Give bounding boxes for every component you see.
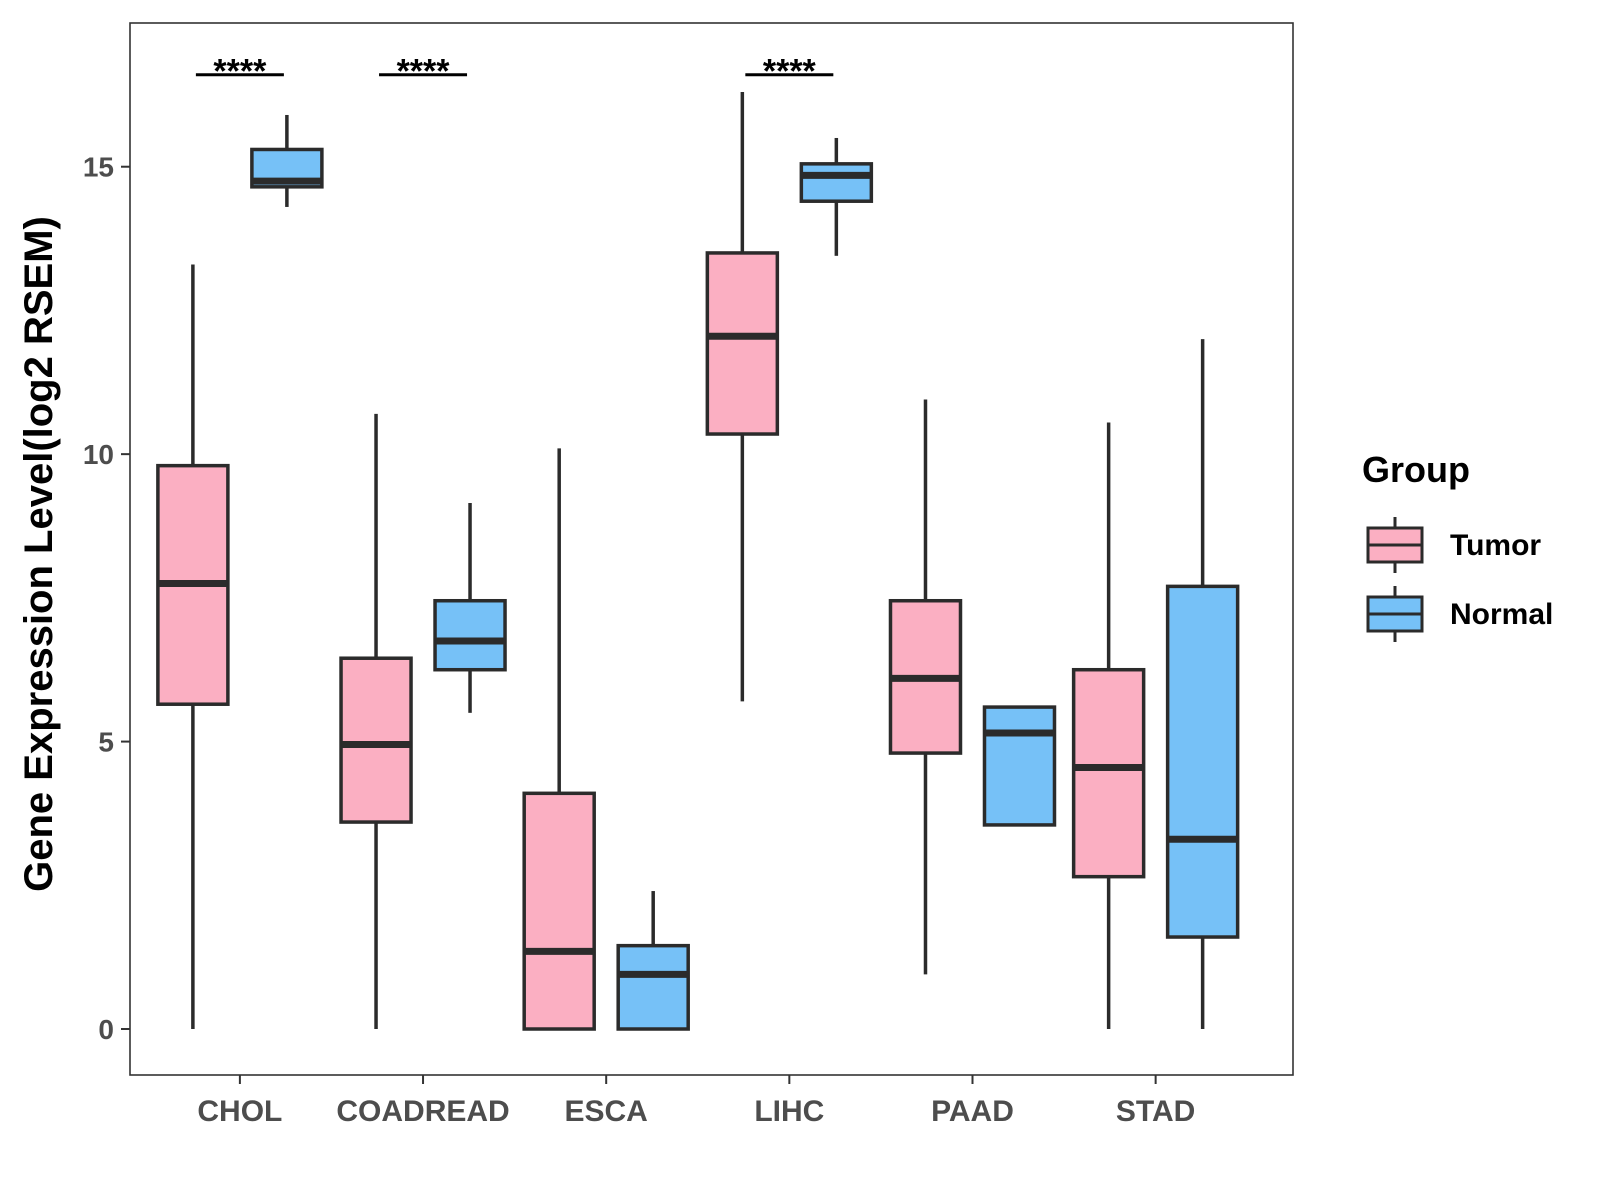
y-axis-title: Gene Expression Level(log2 RSEM) [17, 216, 61, 892]
legend: Group Tumor Normal [1362, 449, 1553, 642]
box-iqr [705, 251, 780, 436]
y-tick-label: 5 [98, 727, 114, 758]
box-iqr [616, 943, 690, 1031]
y-tick-label: 15 [83, 152, 114, 183]
box-normal-paad [982, 705, 1057, 827]
box-normal-stad [1165, 339, 1240, 1030]
x-tick-label: LIHC [754, 1095, 824, 1128]
box-tumor-paad [888, 399, 963, 975]
box-normal-esca [616, 891, 690, 1031]
legend-items: Tumor Normal [1366, 517, 1553, 642]
legend-title: Group [1362, 449, 1470, 490]
box-iqr [1071, 667, 1146, 879]
box-iqr [522, 791, 596, 1031]
box-iqr [982, 705, 1057, 827]
y-tick-label: 0 [98, 1014, 114, 1045]
box-tumor-chol [156, 264, 230, 1030]
boxes-layer [156, 91, 1240, 1031]
box-iqr [339, 656, 413, 824]
significance-layer: **** **** **** [195, 53, 834, 91]
significance-label: **** [397, 53, 451, 91]
legend-label: Normal [1450, 598, 1553, 631]
significance-lihc: **** [745, 53, 834, 91]
significance-chol: **** [195, 53, 284, 91]
box-iqr [1165, 584, 1240, 939]
box-iqr [799, 162, 874, 203]
x-tick-label: PAAD [931, 1095, 1014, 1128]
x-tick-label: ESCA [565, 1095, 648, 1128]
y-tick-label: 10 [83, 439, 114, 470]
significance-label: **** [763, 53, 817, 91]
box-tumor-coadread [339, 413, 413, 1030]
significance-coadread: **** [379, 53, 468, 91]
box-normal-lihc [799, 137, 874, 256]
box-tumor-esca [522, 448, 596, 1031]
significance-label: **** [213, 53, 267, 91]
box-tumor-stad [1071, 422, 1146, 1030]
panel-border [129, 22, 1294, 1076]
x-axis: CHOL COADREAD ESCA LIHC PAAD STAD [197, 1075, 1195, 1128]
x-tick-label: COADREAD [336, 1095, 509, 1128]
box-tumor-lihc [705, 91, 780, 702]
box-normal-coadread [433, 503, 507, 713]
y-axis: 0 5 10 15 [83, 152, 130, 1045]
box-normal-chol [250, 114, 324, 207]
legend-item-tumor: Tumor [1366, 517, 1541, 573]
box-iqr [433, 598, 507, 672]
legend-label: Tumor [1450, 529, 1541, 562]
legend-item-normal: Normal [1366, 586, 1553, 642]
x-tick-label: CHOL [197, 1095, 282, 1128]
x-tick-label: STAD [1116, 1095, 1195, 1128]
